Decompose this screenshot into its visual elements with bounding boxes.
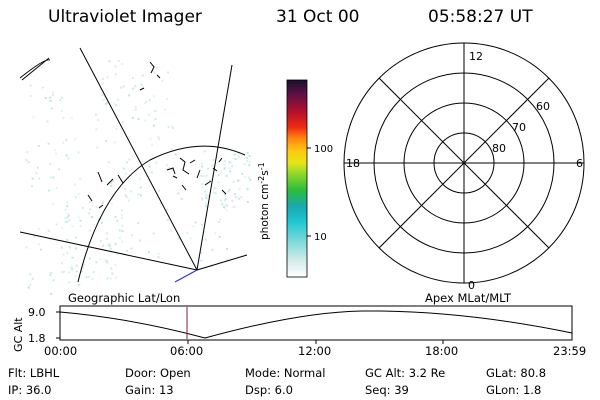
altitude-ytick-9: 9.0 — [28, 306, 46, 319]
altitude-ylabel: GC Alt — [12, 317, 25, 352]
xtick-2359: 23:59 — [553, 344, 587, 358]
dsp-info: Dsp: 6.0 — [245, 383, 293, 397]
seq-info: Seq: 39 — [365, 383, 409, 397]
orbit-trace — [174, 269, 198, 283]
lat-label-80: 80 — [492, 142, 506, 155]
gain-info: Gain: 13 — [125, 383, 174, 397]
apex-panel-label: Apex MLat/MLT — [425, 291, 512, 305]
glon-info: GLon: 1.8 — [486, 383, 542, 397]
xtick-0000: 00:00 — [44, 344, 78, 358]
meridian-line — [19, 231, 198, 271]
gcalt-info: GC Alt: 3.2 Re — [365, 366, 446, 380]
earth-limb-arc — [19, 59, 51, 79]
glat-info: GLat: 80.8 — [486, 366, 547, 380]
colorbar-unit-label: photon cm-2s-1 — [257, 162, 271, 240]
latitude-circle — [77, 145, 246, 283]
xtick-1200: 12:00 — [298, 344, 332, 358]
door-info: Door: Open — [125, 366, 191, 380]
mlt-label-12: 12 — [469, 50, 483, 63]
instrument-title: Ultraviolet Imager — [48, 7, 202, 27]
mlt-label-6: 6 — [576, 157, 583, 170]
mlt-label-0: 0 — [468, 279, 475, 292]
colorbar-tick-100: 100 — [314, 144, 333, 155]
meridian-line — [196, 64, 233, 271]
coastline-fragments — [87, 61, 227, 209]
colorbar-tick-10: 10 — [314, 232, 327, 243]
time-label: 05:58:27 UT — [428, 7, 533, 27]
aurora-speckles — [25, 60, 252, 295]
mlt-label-18: 18 — [346, 157, 360, 170]
altitude-curve — [59, 310, 573, 339]
xtick-1800: 18:00 — [425, 344, 459, 358]
meridian-line — [79, 47, 198, 271]
altitude-ytick-1-8: 1.8 — [28, 332, 46, 345]
lat-label-70: 70 — [512, 121, 526, 134]
filter-info: Flt: LBHL — [8, 366, 60, 380]
xtick-0600: 06:00 — [170, 344, 204, 358]
ip-info: IP: 36.0 — [8, 383, 52, 397]
geographic-panel-label: Geographic Lat/Lon — [68, 291, 181, 305]
date-label: 31 Oct 00 — [276, 7, 360, 27]
mode-info: Mode: Normal — [245, 366, 326, 380]
lat-label-60: 60 — [536, 100, 550, 113]
meridian-line — [196, 254, 248, 271]
